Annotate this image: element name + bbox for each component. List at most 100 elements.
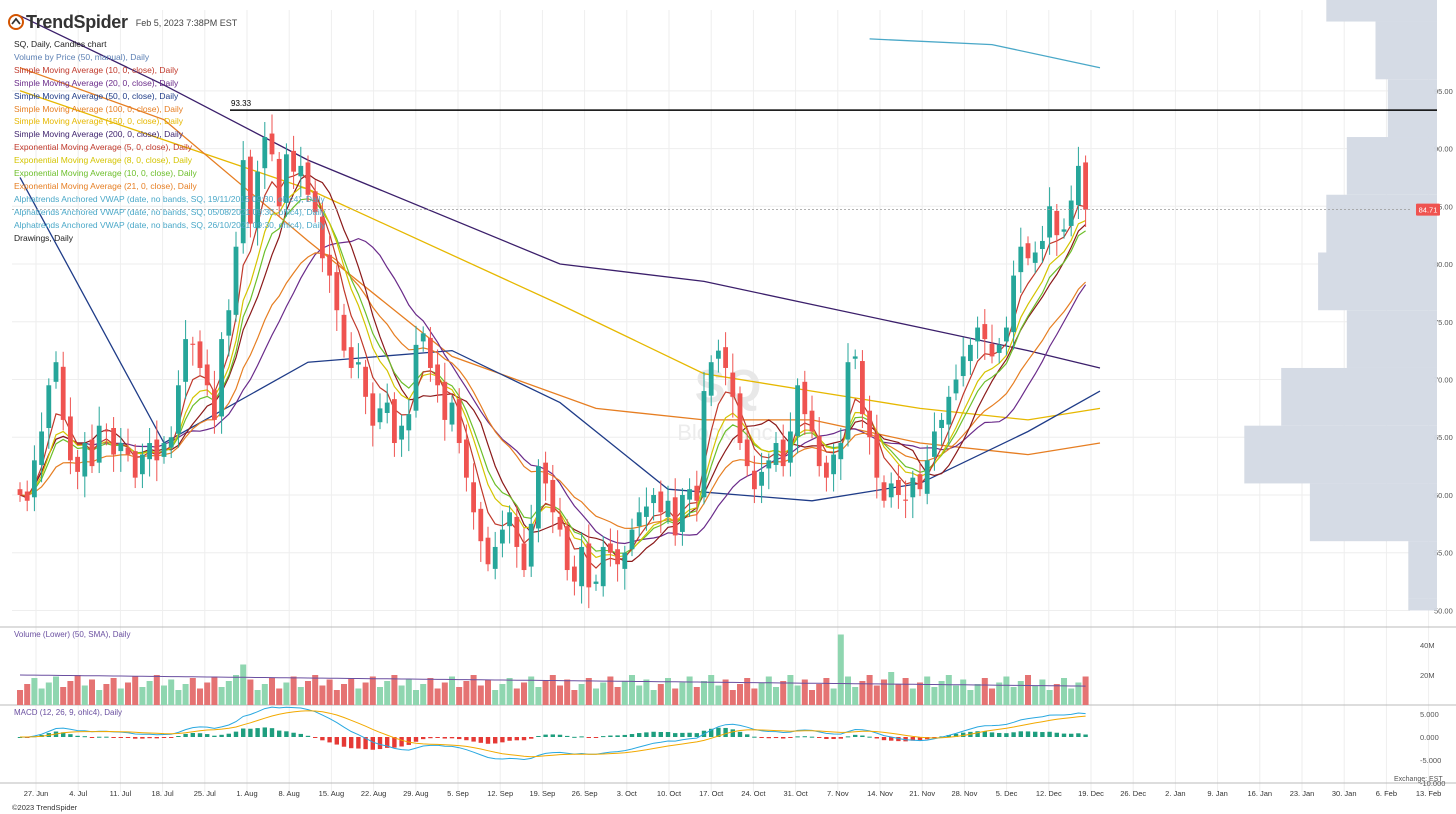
volume-bar (110, 678, 117, 705)
candle-body (708, 362, 714, 396)
macd-histogram-bar (824, 737, 829, 739)
candle-body (32, 460, 37, 498)
legend-item[interactable]: Exponential Moving Average (8, 0, close)… (14, 155, 192, 166)
candle-body (327, 254, 332, 276)
candle-body (291, 150, 296, 172)
candle-body (759, 471, 764, 486)
legend-item[interactable]: Exponential Moving Average (10, 0, close… (14, 168, 197, 179)
legend-item[interactable]: Simple Moving Average (100, 0, close), D… (14, 103, 183, 114)
macd-histogram-bar (255, 728, 260, 737)
y-tick-label: 95.00 (1434, 87, 1453, 96)
y-tick-label: 55.00 (1434, 549, 1453, 558)
volume-bar (1053, 684, 1060, 705)
macd-histogram-bar (759, 737, 764, 738)
volume-bar (895, 684, 902, 705)
candle-body (780, 439, 786, 467)
volume-bar (1075, 682, 1082, 705)
volume-bar (67, 681, 74, 705)
x-tick-label: 26. Sep (572, 789, 598, 798)
candle-body (586, 543, 592, 588)
candle-body (204, 364, 210, 386)
macd-histogram-bar (788, 737, 793, 738)
macd-histogram-bar (946, 735, 951, 737)
volume-bar (535, 687, 542, 705)
volume-bar (585, 678, 592, 705)
volume-bar (168, 679, 175, 705)
macd-histogram-bar (723, 727, 728, 737)
macd-histogram-bar (845, 736, 851, 738)
candle-body (528, 523, 534, 567)
volume-bar (161, 685, 167, 705)
candle-body (665, 500, 671, 517)
volume-bar (1017, 681, 1024, 705)
exchange-label: Exchange: EST (1394, 776, 1443, 783)
y-tick-label: 80.00 (1434, 260, 1453, 269)
y-tick-label: 75.00 (1434, 318, 1453, 327)
x-tick-label: 5. Sep (447, 789, 469, 798)
legend-item[interactable]: Alphatrends Anchored VWAP (date, no band… (14, 193, 325, 204)
legend-item[interactable]: Drawings, Daily (14, 232, 74, 243)
legend-item[interactable]: Volume by Price (50, manual), Daily (14, 51, 150, 62)
volume-bar (132, 676, 139, 705)
legend-item[interactable]: Simple Moving Average (150, 0, close), D… (14, 116, 183, 127)
legend-item[interactable]: Alphatrends Anchored VWAP (date, no band… (14, 219, 326, 230)
volume-bar (722, 679, 729, 705)
candle-body (903, 499, 908, 501)
legend-item[interactable]: SQ, Daily, Candles chart (14, 39, 107, 49)
legend-item[interactable]: Simple Moving Average (10, 0, close), Da… (14, 64, 179, 75)
y-tick-label: 60.00 (1434, 491, 1453, 500)
volume-bar (211, 676, 218, 705)
legend-item[interactable]: Exponential Moving Average (5, 0, close)… (14, 142, 192, 153)
x-tick-label: 17. Oct (699, 789, 724, 798)
candle-body (240, 160, 246, 244)
macd-histogram-bar (579, 736, 584, 738)
legend-item[interactable]: Simple Moving Average (50, 0, close), Da… (14, 90, 179, 101)
volume-bar (276, 688, 283, 705)
legend-item[interactable]: Exponential Moving Average (21, 0, close… (14, 180, 197, 191)
volume-bar (240, 664, 247, 705)
candle-body (644, 506, 649, 517)
macd-histogram-bar (997, 732, 1002, 737)
macd-histogram-bar (989, 732, 995, 737)
candle-body (89, 439, 95, 467)
candle-body (600, 546, 606, 587)
volume-bar (319, 685, 326, 705)
macd-histogram-bar (75, 735, 80, 737)
candle-body (917, 474, 923, 490)
candle-body (514, 516, 520, 547)
x-tick-label: 18. Jul (152, 789, 174, 798)
macd-histogram-bar (233, 731, 239, 737)
candle-body (248, 156, 253, 224)
volume-bar (816, 684, 823, 705)
macd-histogram-bar (133, 737, 138, 739)
candle-body (816, 436, 822, 467)
candle-body (183, 339, 188, 382)
macd-histogram-bar (867, 736, 872, 738)
macd-histogram-bar (514, 737, 519, 741)
candle-body (464, 439, 469, 478)
volume-bar (1032, 685, 1039, 705)
candle-body (744, 439, 750, 467)
volume-bar (521, 682, 527, 705)
x-tick-label: 23. Jan (1290, 789, 1315, 798)
x-tick-label: 9. Jan (1207, 789, 1227, 798)
legend-item[interactable]: Simple Moving Average (20, 0, close), Da… (14, 77, 179, 88)
volume-bar (679, 682, 686, 705)
volume-by-price-bar (1326, 194, 1437, 253)
volume-bar (708, 675, 715, 705)
macd-histogram-bar (485, 737, 491, 744)
candle-body (939, 419, 944, 429)
macd-histogram-bar (284, 731, 289, 737)
macd-histogram-bar (917, 737, 923, 741)
volume-bar (333, 690, 340, 705)
legend-item[interactable]: Simple Moving Average (200, 0, close), D… (14, 129, 183, 140)
macd-histogram-bar (334, 737, 339, 745)
macd-histogram-bar (493, 737, 498, 744)
legend-item[interactable]: Alphatrends Anchored VWAP (date, no band… (14, 206, 326, 217)
macd-tick-label: 0.000 (1420, 733, 1439, 742)
volume-bar (269, 678, 275, 705)
candle-body (53, 362, 59, 382)
volume-bar (348, 678, 355, 705)
candle-body (737, 393, 743, 444)
